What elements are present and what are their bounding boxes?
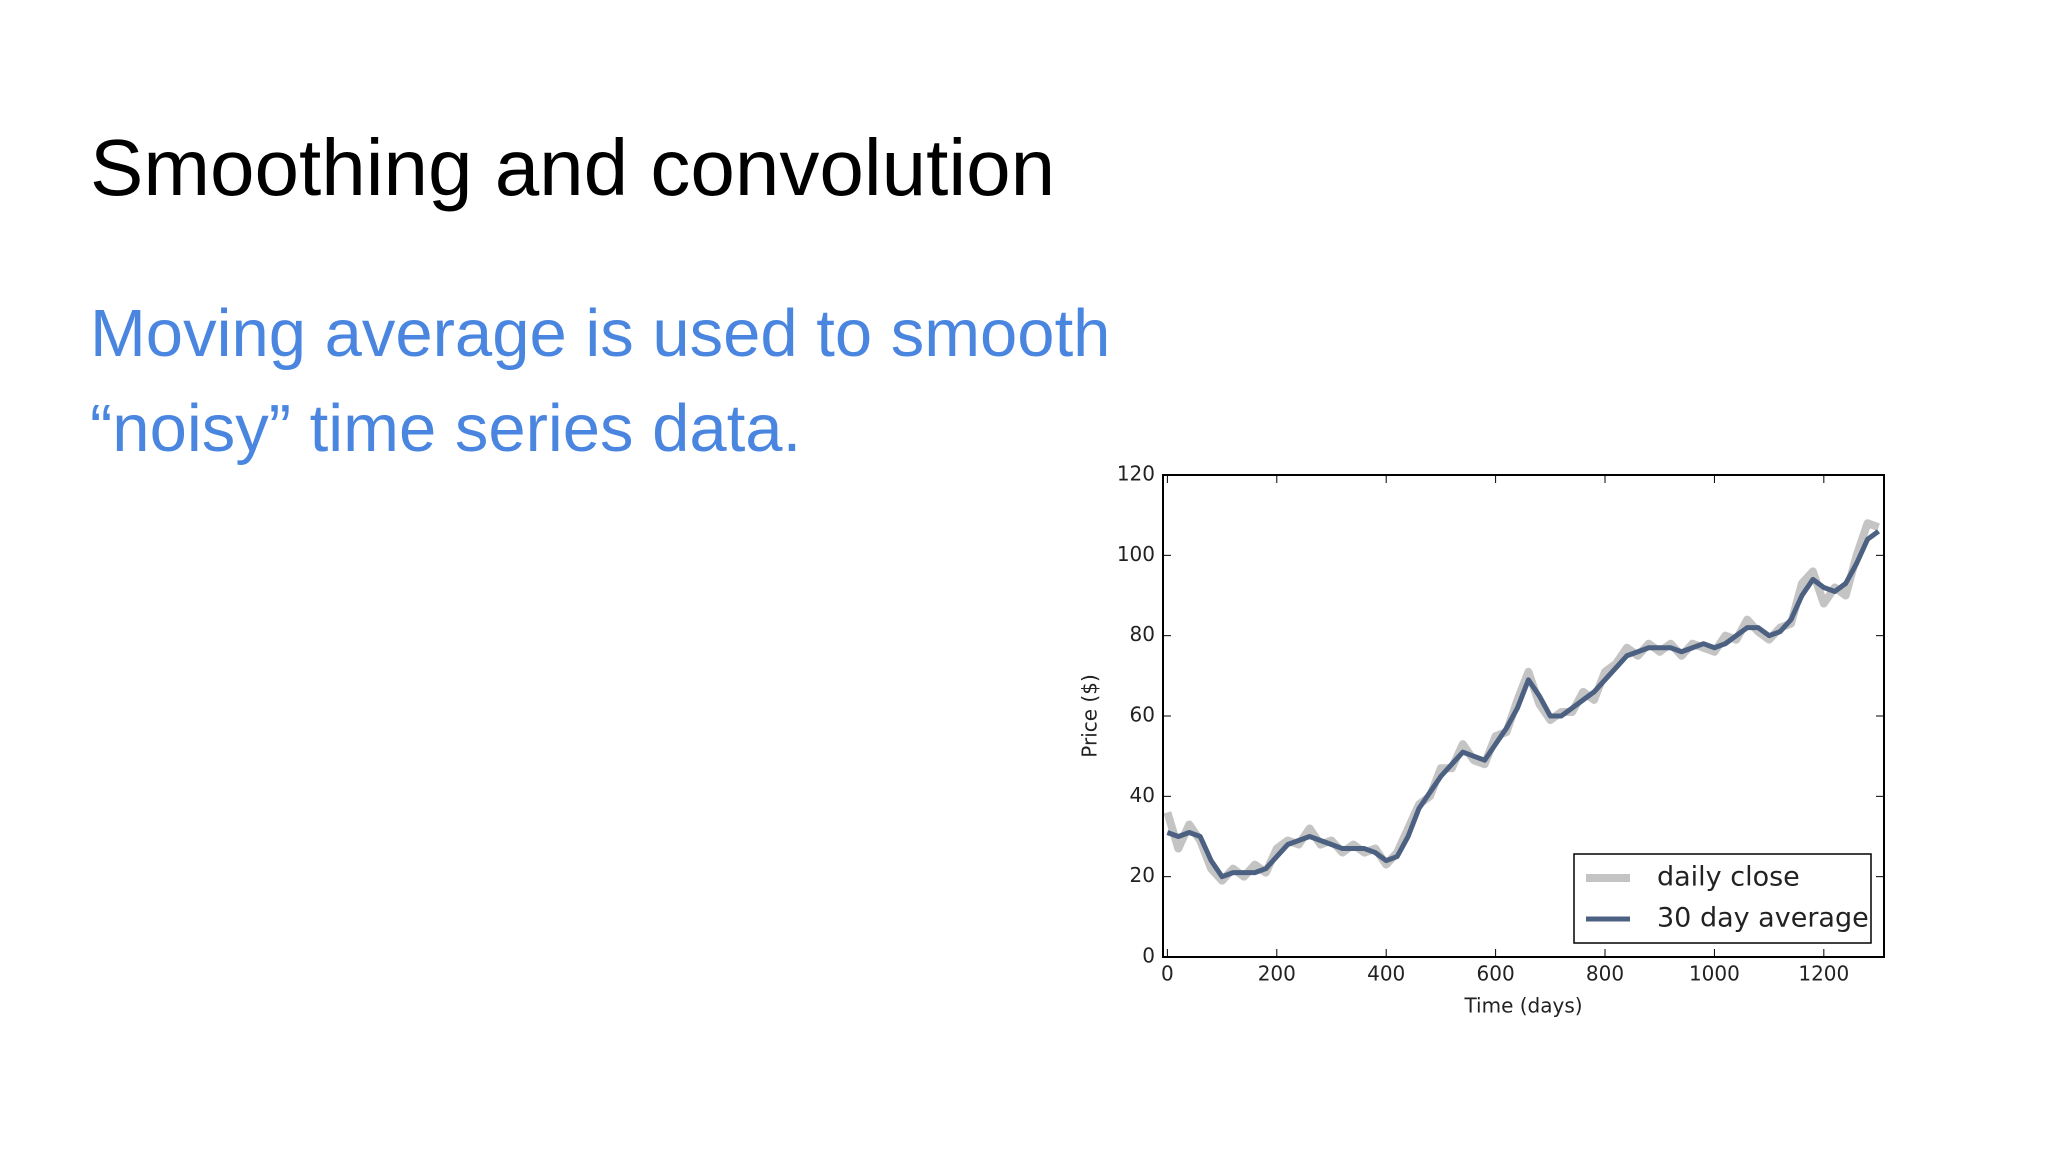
series-line [1166, 529, 1881, 880]
y-axis-label: Price ($) [1078, 674, 1102, 757]
legend-label: daily close [1657, 862, 1800, 893]
series-line [1163, 519, 1880, 885]
plot-frame [1162, 474, 1885, 958]
x-tick-label: 800 [1586, 962, 1624, 986]
x-tick-label: 1200 [1798, 962, 1849, 986]
x-axis-label: Time (days) [1463, 994, 1582, 1018]
x-tick-label: 600 [1477, 962, 1515, 986]
x-tick-label: 400 [1367, 962, 1405, 986]
legend-box [1573, 853, 1872, 944]
slide-body: Moving average is used to smooth “noisy”… [90, 296, 1111, 466]
slide-title: Smoothing and convolution [90, 123, 1056, 212]
x-tick-label: 200 [1258, 962, 1296, 986]
y-tick-label: 20 [1130, 863, 1155, 887]
x-tick-label: 1000 [1689, 962, 1740, 986]
y-tick-label: 120 [1117, 462, 1155, 486]
y-tick-label: 0 [1142, 944, 1155, 968]
y-tick-label: 100 [1117, 542, 1155, 566]
y-tick-label: 60 [1130, 703, 1155, 727]
y-tick-label: 40 [1130, 783, 1155, 807]
legend-label: 30 day average [1657, 903, 1869, 934]
x-tick-label: 0 [1161, 962, 1174, 986]
y-tick-label: 80 [1130, 622, 1155, 646]
